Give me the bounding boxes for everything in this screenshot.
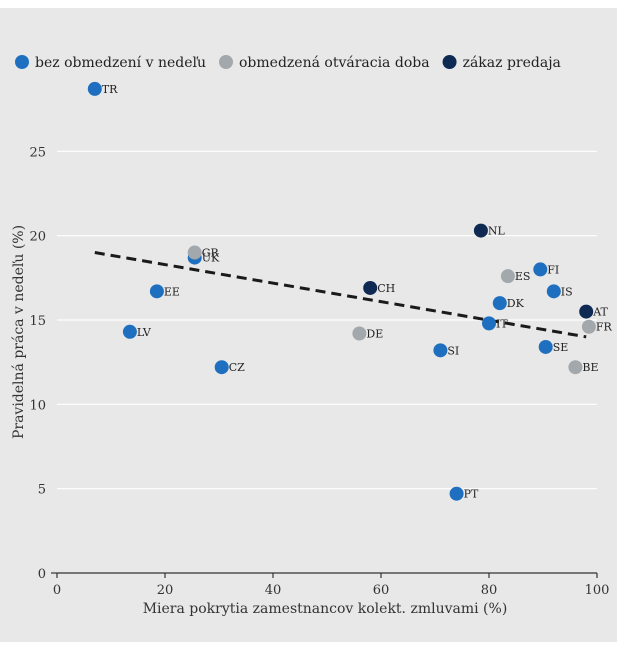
data-point-fr	[581, 319, 596, 334]
x-tick-label: 60	[373, 583, 390, 598]
point-label-tr: TR	[102, 83, 118, 96]
x-tick-label: 100	[585, 583, 610, 598]
data-point-dk	[492, 296, 507, 311]
data-point-se	[538, 339, 553, 354]
data-point-gr	[187, 245, 202, 260]
point-label-dk: DK	[507, 297, 525, 310]
point-label-is: IS	[561, 285, 573, 298]
y-tick-label: 0	[38, 567, 46, 582]
data-point-is	[546, 284, 561, 299]
y-tick-label: 10	[29, 398, 46, 413]
point-label-it: IT	[496, 317, 508, 330]
data-point-it	[482, 316, 496, 331]
grid-lines	[57, 150, 597, 490]
point-label-ch: CH	[377, 282, 395, 295]
point-label-uk: UK	[202, 252, 220, 265]
x-tick-label: 40	[265, 583, 282, 598]
data-point-fi	[533, 262, 548, 277]
y-tick-label: 5	[38, 483, 46, 498]
data-point-be	[568, 360, 583, 375]
data-point-pt	[449, 486, 464, 501]
data-point-de	[352, 326, 367, 341]
trendline	[94, 251, 587, 339]
legend-marker	[219, 55, 233, 69]
x-tick-label: 20	[157, 583, 174, 598]
point-label-pt: PT	[464, 488, 479, 501]
point-label-se: SE	[553, 341, 569, 354]
y-tick-label: 15	[29, 314, 46, 329]
point-label-at: AT	[592, 306, 608, 319]
point-label-nl: NL	[488, 225, 506, 238]
data-point-cz	[214, 360, 229, 375]
point-label-fr: FR	[596, 321, 613, 334]
point-label-gr: GR	[202, 247, 220, 260]
legend-marker	[442, 55, 457, 69]
data-point-at	[579, 304, 594, 319]
point-label-lv: LV	[137, 326, 152, 339]
data-point-es	[500, 269, 515, 284]
legend-label: obmedzená otváracia doba	[239, 55, 430, 71]
trendline-layer	[94, 251, 587, 339]
data-point-lv	[122, 324, 137, 339]
point-label-si: SI	[447, 344, 459, 357]
x-tick-label: 0	[53, 583, 61, 598]
point-label-de: DE	[366, 327, 383, 340]
data-point-nl	[473, 223, 488, 238]
point-label-es: ES	[515, 270, 531, 283]
point-label-be: BE	[582, 361, 598, 374]
data-point-ee	[149, 284, 164, 299]
legend-label: zákaz predaja	[463, 55, 561, 71]
legend-label: bez obmedzení v nedeľu	[35, 55, 206, 71]
y-tick-label: 25	[29, 145, 46, 160]
data-point-si	[433, 343, 448, 358]
point-label-fi: FI	[547, 263, 559, 276]
x-axis-label: Miera pokrytia zamestnancov kolekt. zmlu…	[143, 601, 508, 617]
data-point-tr	[87, 81, 102, 96]
y-tick-label: 20	[29, 230, 46, 245]
y-axis-label: Pravidelná práca v nedeľu (%)	[11, 225, 27, 439]
data-point-ch	[363, 280, 378, 295]
x-tick-label: 80	[481, 583, 498, 598]
point-label-ee: EE	[164, 285, 180, 298]
legend: bez obmedzení v nedeľu obmedzená otváraci…	[15, 55, 561, 71]
axes: 0 5 10 15 20 25 0 20 40 60 80 100	[29, 145, 609, 598]
point-label-cz: CZ	[229, 361, 245, 374]
legend-marker	[15, 55, 29, 69]
